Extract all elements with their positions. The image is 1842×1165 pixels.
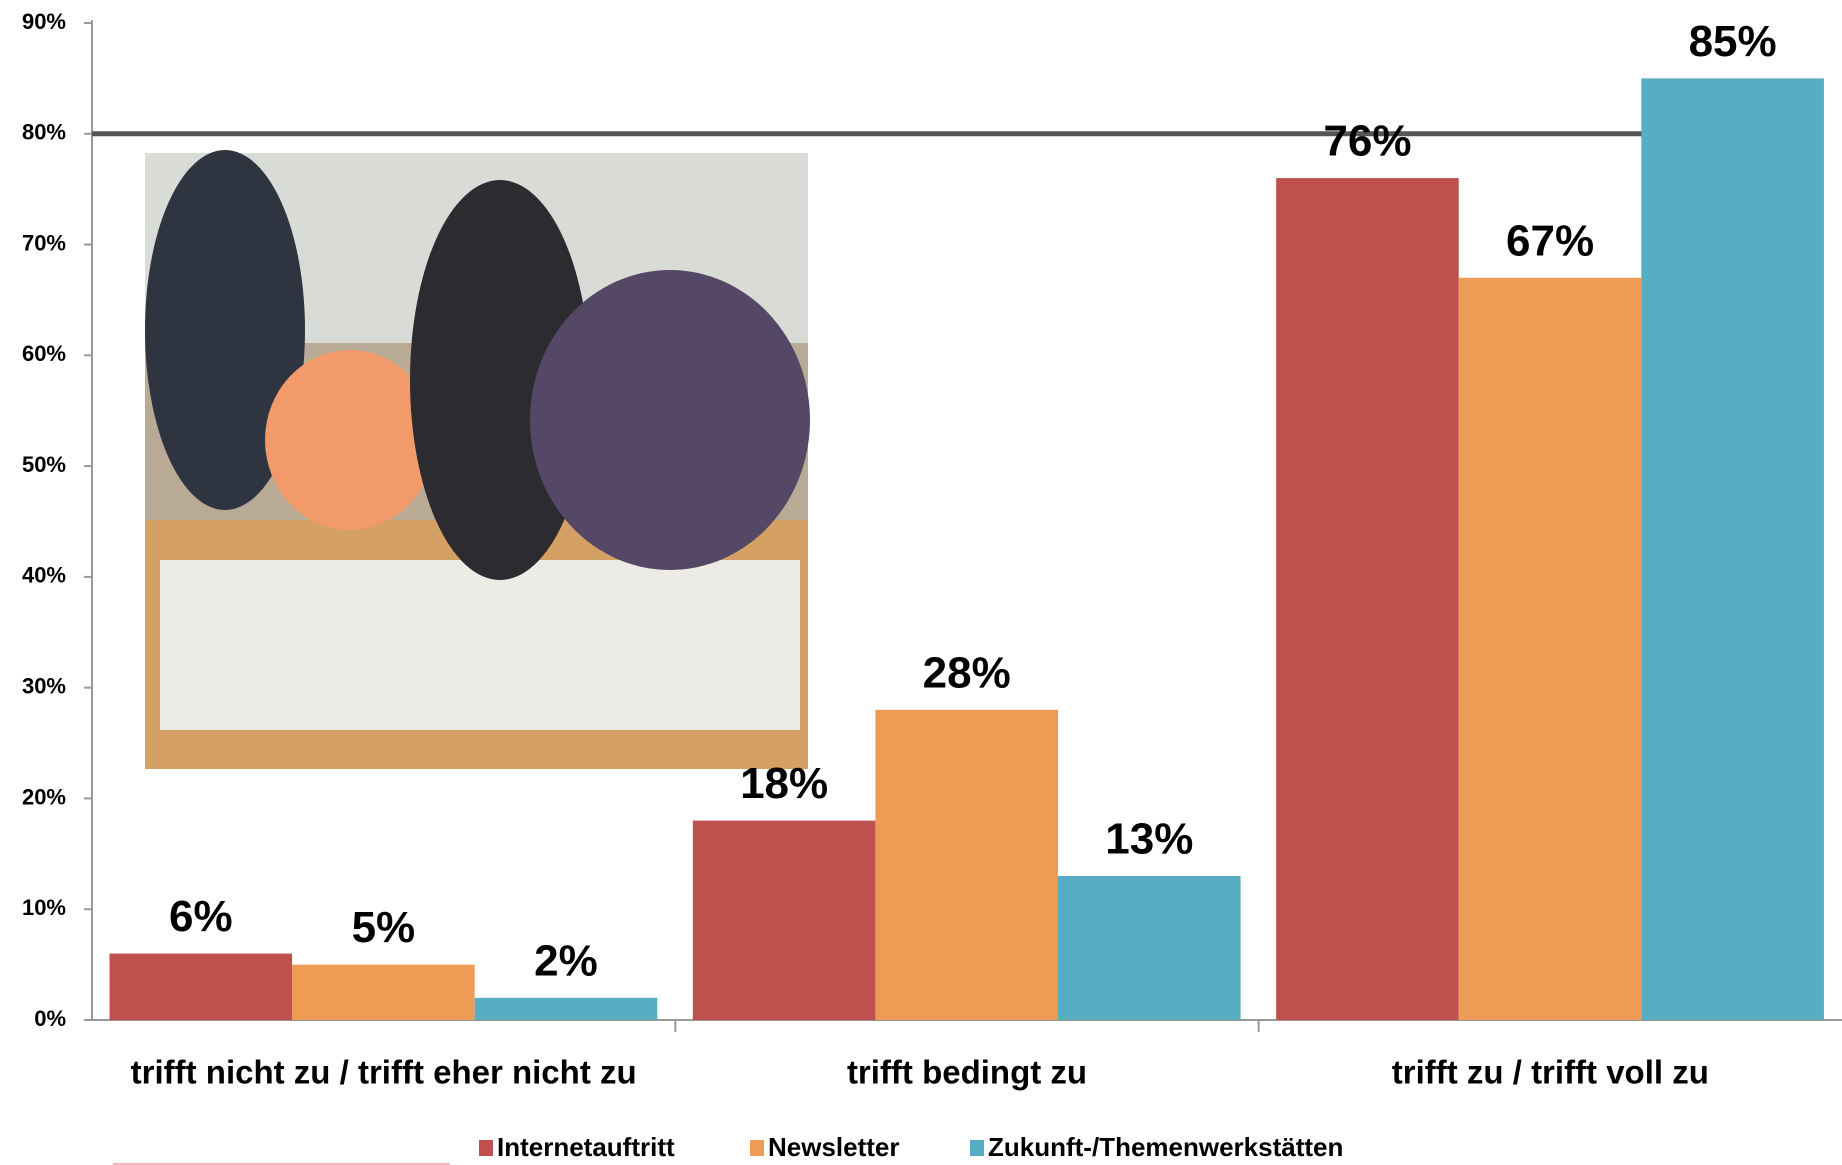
x-tick-label: trifft nicht zu / trifft eher nicht zu	[131, 1054, 637, 1091]
bar	[110, 954, 293, 1020]
y-tick-label: 10%	[22, 895, 66, 920]
bar	[693, 821, 876, 1020]
data-label: 67%	[1506, 216, 1594, 265]
bar	[1276, 178, 1459, 1020]
bar	[475, 998, 658, 1020]
data-label: 2%	[534, 936, 598, 985]
y-tick-label: 30%	[22, 673, 66, 698]
data-label: 76%	[1323, 117, 1411, 166]
y-tick-label: 50%	[22, 452, 66, 477]
chart: 0% 10% 20% 30% 40% 50% 60% 70% 80% 90% trifft nich…	[0, 0, 1842, 1165]
legend-label: Zukunft-/Themenwerkstätten	[988, 1132, 1343, 1162]
data-label: 13%	[1105, 815, 1193, 864]
bar	[1641, 78, 1824, 1020]
x-tick-label: trifft bedingt zu	[847, 1054, 1087, 1091]
x-tick-label: trifft zu / trifft voll zu	[1392, 1054, 1709, 1091]
data-label: 6%	[169, 892, 233, 941]
legend-label: Internetauftritt	[497, 1132, 675, 1162]
data-label: 85%	[1689, 17, 1777, 66]
bar	[292, 965, 475, 1020]
y-tick-label: 20%	[22, 784, 66, 809]
y-tick-label: 90%	[22, 9, 66, 34]
legend-label: Newsletter	[768, 1132, 900, 1162]
legend-swatch	[970, 1140, 984, 1156]
data-label: 5%	[352, 903, 416, 952]
legend-swatch	[750, 1140, 764, 1156]
y-tick-label: 40%	[22, 563, 66, 588]
y-tick-label: 0%	[34, 1006, 66, 1031]
bar	[1459, 278, 1642, 1020]
y-tick-label: 80%	[22, 120, 66, 145]
data-label: 28%	[923, 648, 1011, 697]
y-tick-label: 60%	[22, 341, 66, 366]
bar	[875, 710, 1058, 1020]
data-label: 18%	[740, 759, 828, 808]
y-tick-label: 70%	[22, 230, 66, 255]
bar	[1058, 876, 1241, 1020]
photo	[145, 150, 810, 769]
legend-swatch	[479, 1140, 493, 1156]
